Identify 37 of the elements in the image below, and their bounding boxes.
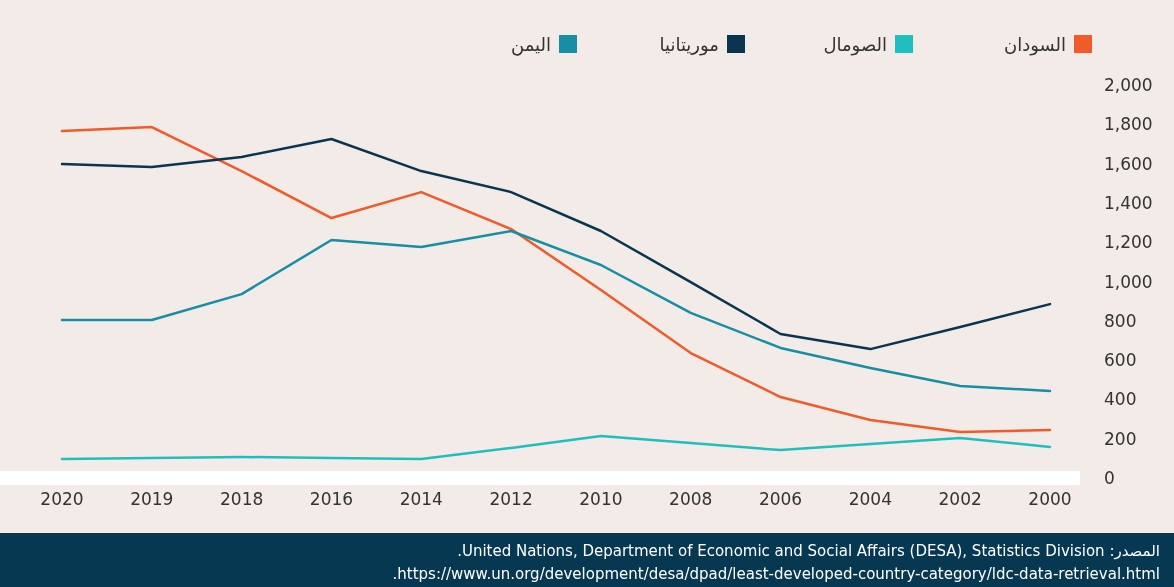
x-tick-label: 2016 [309, 489, 354, 509]
x-tick-label: 2019 [130, 489, 174, 509]
text: https://www.un.org/development/desa/dpad/least-developed-country-category/ldc-data-retrieval.html. [392, 565, 1160, 583]
x-tick-label: 2020 [40, 489, 84, 509]
x-tick-label: 2000 [1028, 489, 1072, 509]
line-series [60, 125, 1052, 434]
legend-item: السودان [1003, 34, 1092, 55]
y-tick-label: 800 [1104, 310, 1137, 331]
x-tick-label: 2006 [758, 489, 803, 509]
y-tick-label: 0 [1104, 468, 1115, 488]
x-tick-label: 2018 [220, 489, 264, 509]
y-tick-label: 1,800 [1104, 114, 1153, 135]
x-tick-label: 2004 [848, 489, 892, 509]
y-tick-label: 400 [1104, 389, 1137, 410]
x-tick-label: 2008 [669, 489, 713, 509]
legend-label: الصومال [823, 34, 887, 56]
x-tick-label: 2014 [399, 489, 443, 509]
y-tick-label: 1,400 [1104, 192, 1153, 213]
y-tick-label: 1,000 [1104, 271, 1153, 292]
y-tick-label: 1,600 [1104, 153, 1153, 174]
line-series [60, 434, 1052, 461]
text: المصدر: United Nations, Department of Economic and Social Affairs (DESA), Statistics Division. [457, 542, 1160, 560]
legend-label: موريتانيا [659, 34, 719, 56]
x-tick-label: 2002 [938, 489, 982, 509]
line-series [60, 229, 1052, 393]
y-tick-label: 2,000 [1104, 75, 1153, 95]
y-tick-label: 200 [1104, 428, 1137, 449]
legend-label: السودان [1003, 34, 1066, 56]
legend-label: اليمن [510, 34, 551, 56]
y-tick-label: 600 [1104, 350, 1137, 371]
y-tick-label: 1,200 [1104, 232, 1153, 253]
x-tick-label: 2010 [579, 489, 623, 509]
x-tick-label: 2012 [489, 489, 533, 509]
legend-item: الصومال [823, 34, 913, 55]
legend-item: موريتانيا [659, 34, 745, 55]
legend-item: اليمن [510, 34, 577, 55]
line-series [60, 137, 1052, 351]
